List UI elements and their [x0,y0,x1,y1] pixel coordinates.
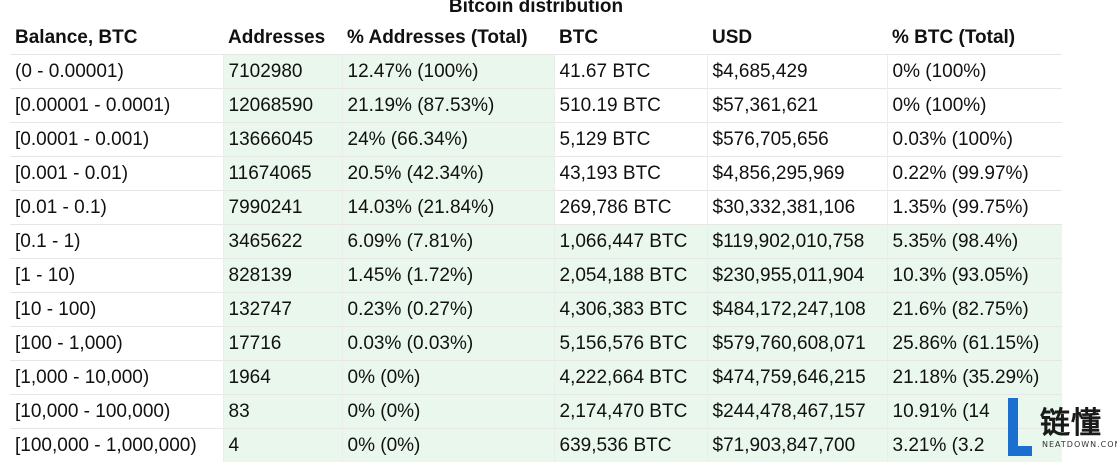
cell-balance: [1,000 - 10,000) [10,360,223,395]
cell-addresses: 13666045 [222,122,342,157]
cell-btc: 510.19 BTC [553,88,707,123]
cell-addresses: 4 [222,428,342,462]
logo-l-icon [1008,398,1032,456]
cell-balance: [10 - 100) [10,292,223,327]
cell-pct-btc: 3.21% (3.2 [886,428,1062,462]
cell-pct-btc: 0.03% (100%) [886,122,1062,157]
cell-addresses: 12068590 [222,88,342,123]
table-caption: Bitcoin distribution [448,0,624,17]
cell-balance: (0 - 0.00001) [10,54,223,89]
table-row: [10,000 - 100,000) 83 0% (0%) 2,174,470 BTC… [10,394,1062,429]
cell-btc: 1,066,447 BTC [553,224,707,259]
distribution-table: Balance, BTC Addresses % Addresses (Tota… [10,22,1062,462]
cell-btc: 269,786 BTC [553,190,707,225]
cell-addresses: 3465622 [222,224,342,259]
watermark-text: 链懂 [1040,406,1102,441]
cell-btc: 4,222,664 BTC [553,360,707,395]
cell-pct-addresses: 0% (0%) [341,394,554,429]
cell-pct-btc: 21.6% (82.75%) [886,292,1062,327]
cell-btc: 41.67 BTC [553,54,707,89]
cell-usd: $4,685,429 [706,54,887,89]
column-header-pct-addresses: % Addresses (Total) [347,27,528,48]
cell-addresses: 7102980 [222,54,342,89]
cell-balance: [1 - 10) [10,258,223,293]
cell-pct-addresses: 0.23% (0.27%) [341,292,554,327]
cell-pct-addresses: 6.09% (7.81%) [341,224,554,259]
cell-btc: 639,536 BTC [553,428,707,462]
cell-usd: $30,332,381,106 [706,190,887,225]
table-row: [10 - 100) 132747 0.23% (0.27%) 4,306,383 B… [10,292,1062,327]
cell-pct-addresses: 14.03% (21.84%) [341,190,554,225]
cell-usd: $71,903,847,700 [706,428,887,462]
table-row: (0 - 0.00001) 7102980 12.47% (100%) 41.67 B… [10,54,1062,89]
table-row: [1 - 10) 828139 1.45% (1.72%) 2,054,188 BTC… [10,258,1062,293]
cell-pct-btc: 1.35% (99.75%) [886,190,1062,225]
column-header-pct-btc: % BTC (Total) [892,27,1016,48]
cell-balance: [0.00001 - 0.0001) [10,88,223,123]
cell-balance: [100,000 - 1,000,000) [10,428,223,462]
cell-pct-btc: 25.86% (61.15%) [886,326,1062,361]
table-row: [100,000 - 1,000,000) 4 0% (0%) 639,536 BTC… [10,428,1062,462]
cell-pct-btc: 0.22% (99.97%) [886,156,1062,191]
cell-pct-addresses: 21.19% (87.53%) [341,88,554,123]
cell-usd: $119,902,010,758 [706,224,887,259]
cell-addresses: 1964 [222,360,342,395]
watermark-subtext: NEATDOWN.COM [1042,440,1117,449]
cell-addresses: 17716 [222,326,342,361]
table-row: [0.00001 - 0.0001) 12068590 21.19% (87.53%… [10,88,1062,123]
column-header-addresses: Addresses [228,27,326,48]
cell-pct-addresses: 0.03% (0.03%) [341,326,554,361]
cell-pct-btc: 0% (100%) [886,54,1062,89]
column-header-balance: Balance, BTC [15,27,138,48]
cell-pct-btc: 10.91% (14 [886,394,1062,429]
cell-pct-btc: 0% (100%) [886,88,1062,123]
cell-balance: [0.01 - 0.1) [10,190,223,225]
cell-balance: [100 - 1,000) [10,326,223,361]
cell-usd: $4,856,295,969 [706,156,887,191]
table-row: [1,000 - 10,000) 1964 0% (0%) 4,222,664 BTC… [10,360,1062,395]
cell-pct-addresses: 0% (0%) [341,428,554,462]
table-row: [0.01 - 0.1) 7990241 14.03% (21.84%) 269,78… [10,190,1062,225]
cell-balance: [0.001 - 0.01) [10,156,223,191]
cell-addresses: 83 [222,394,342,429]
table-row: [0.1 - 1) 3465622 6.09% (7.81%) 1,066,447 B… [10,224,1062,259]
cell-btc: 43,193 BTC [553,156,707,191]
cell-pct-addresses: 1.45% (1.72%) [341,258,554,293]
cell-btc: 5,129 BTC [553,122,707,157]
cell-usd: $474,759,646,215 [706,360,887,395]
cell-usd: $230,955,011,904 [706,258,887,293]
cell-btc: 5,156,576 BTC [553,326,707,361]
table-row: [0.0001 - 0.001) 13666045 24% (66.34%) 5,12… [10,122,1062,157]
cell-pct-btc: 10.3% (93.05%) [886,258,1062,293]
cell-addresses: 11674065 [222,156,342,191]
cell-pct-btc: 5.35% (98.4%) [886,224,1062,259]
cell-addresses: 828139 [222,258,342,293]
watermark-logo: 链懂 NEATDOWN.COM [1000,392,1117,462]
table-header-row: Balance, BTC Addresses % Addresses (Tota… [10,22,1062,55]
table-body: (0 - 0.00001) 7102980 12.47% (100%) 41.67 B… [10,54,1062,462]
cell-pct-addresses: 12.47% (100%) [341,54,554,89]
cell-balance: [0.0001 - 0.001) [10,122,223,157]
cell-usd: $579,760,608,071 [706,326,887,361]
column-header-btc: BTC [559,27,599,48]
cell-usd: $244,478,467,157 [706,394,887,429]
cell-addresses: 7990241 [222,190,342,225]
cell-pct-addresses: 20.5% (42.34%) [341,156,554,191]
cell-btc: 2,054,188 BTC [553,258,707,293]
cell-pct-btc: 21.18% (35.29%) [886,360,1062,395]
cell-balance: [0.1 - 1) [10,224,223,259]
cell-balance: [10,000 - 100,000) [10,394,223,429]
cell-usd: $484,172,247,108 [706,292,887,327]
cell-usd: $57,361,621 [706,88,887,123]
cell-btc: 4,306,383 BTC [553,292,707,327]
cell-btc: 2,174,470 BTC [553,394,707,429]
column-header-usd: USD [712,27,753,48]
table-row: [0.001 - 0.01) 11674065 20.5% (42.34%) 43,1… [10,156,1062,191]
cell-pct-addresses: 0% (0%) [341,360,554,395]
table-row: [100 - 1,000) 17716 0.03% (0.03%) 5,156,576… [10,326,1062,361]
cell-addresses: 132747 [222,292,342,327]
cell-usd: $576,705,656 [706,122,887,157]
cell-pct-addresses: 24% (66.34%) [341,122,554,157]
